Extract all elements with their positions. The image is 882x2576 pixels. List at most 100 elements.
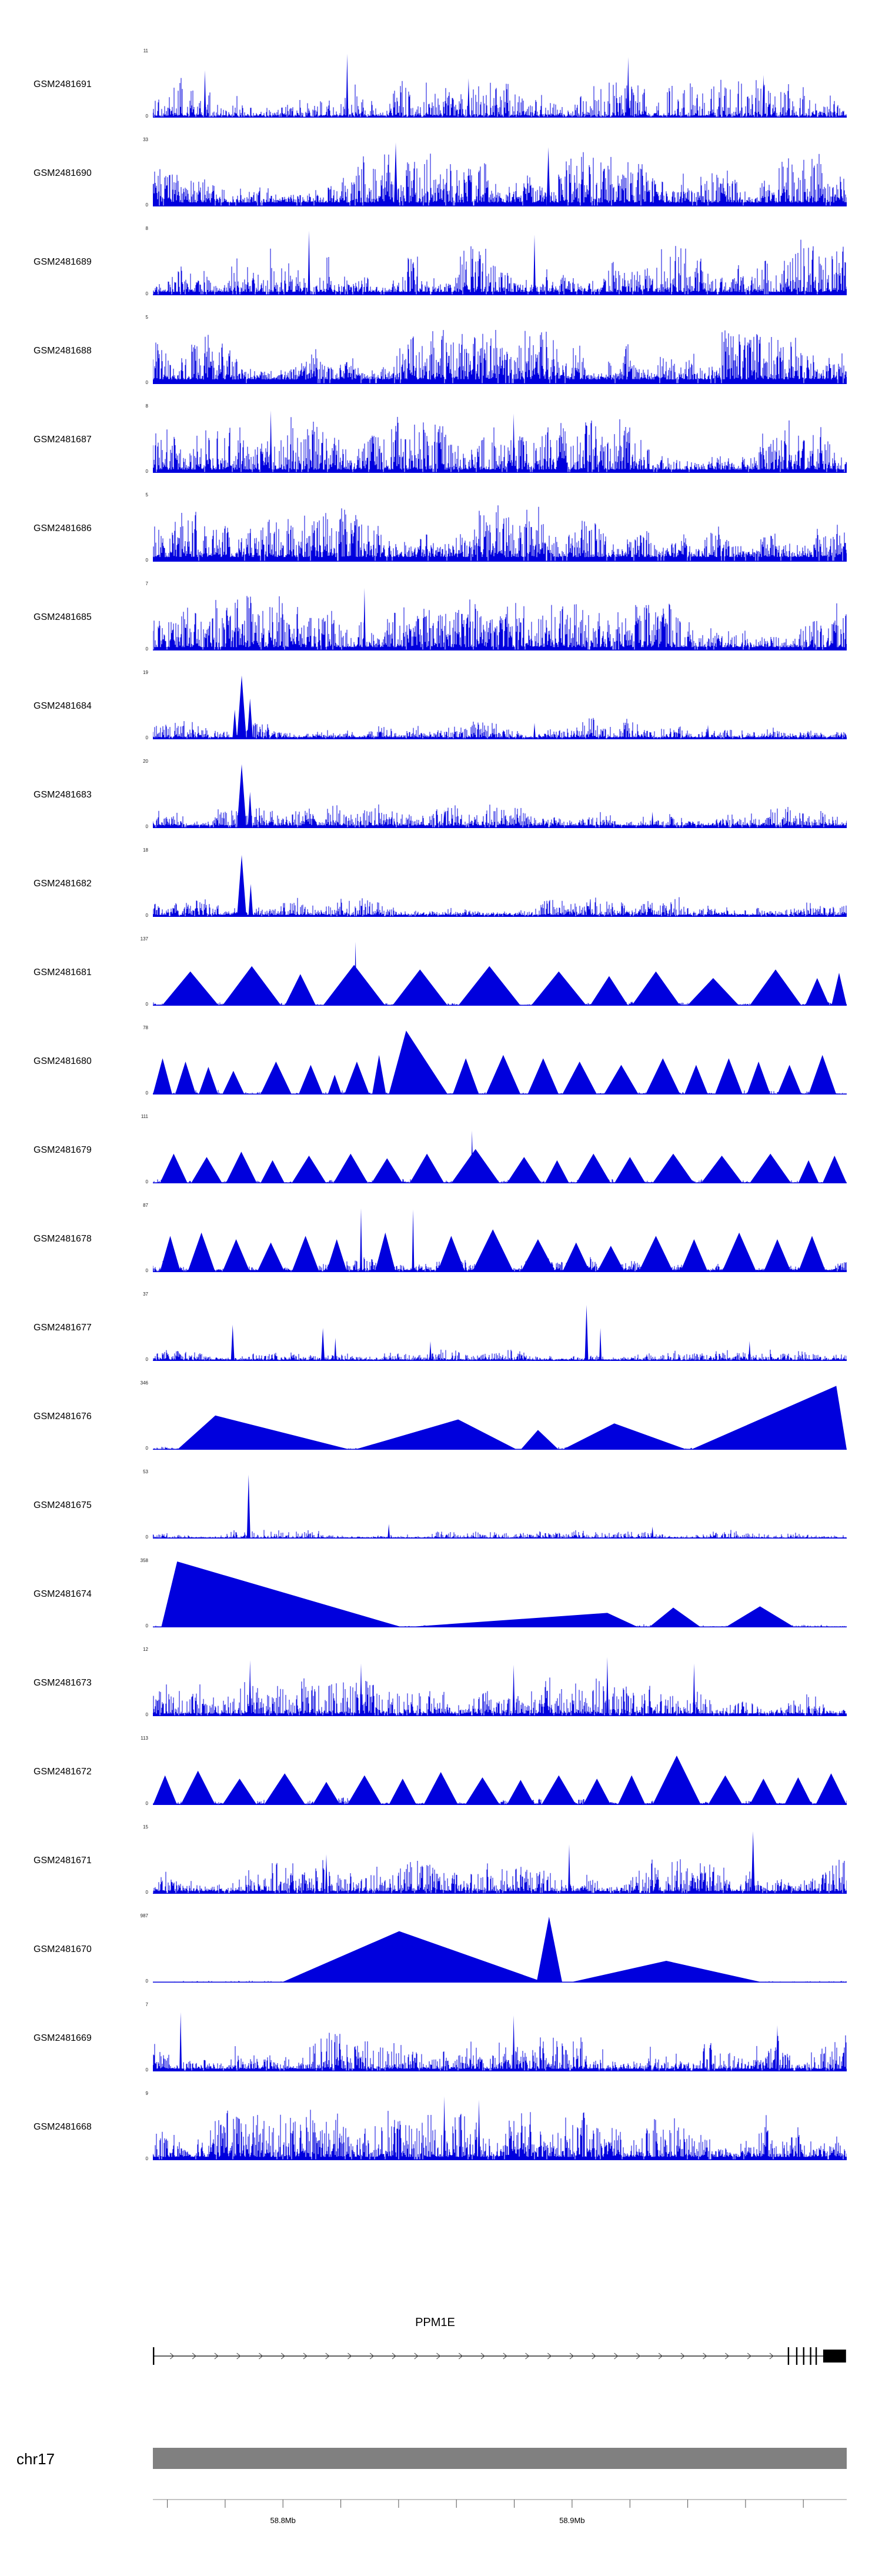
track-row: GSM2481683 20 0 bbox=[0, 743, 882, 832]
chromosome-ideogram bbox=[153, 2448, 847, 2469]
track-ymax-label: 5 bbox=[145, 315, 148, 320]
exon-tick bbox=[153, 2347, 155, 2365]
track-signal-plot bbox=[153, 2012, 847, 2071]
track-ymax-label: 33 bbox=[143, 137, 148, 142]
exon-tick bbox=[787, 2347, 790, 2365]
strand-arrow-icon bbox=[614, 2353, 619, 2360]
track-signal-plot bbox=[153, 1831, 847, 1894]
track-signal-plot bbox=[153, 855, 847, 917]
track-signal-plot bbox=[153, 142, 847, 206]
track-row: GSM2481681 137 0 bbox=[0, 920, 882, 1009]
track-ymax-label: 8 bbox=[145, 226, 148, 231]
track-label: GSM2481670 bbox=[34, 1944, 92, 1954]
strand-arrow-icon bbox=[280, 2353, 286, 2360]
gene-name-label: PPM1E bbox=[415, 2316, 455, 2329]
track-ymax-label: 18 bbox=[143, 847, 148, 853]
ruler-coordinate-label: 58.9Mb bbox=[559, 2516, 584, 2525]
track-row: GSM2481682 18 0 bbox=[0, 832, 882, 920]
strand-arrow-icon bbox=[503, 2353, 507, 2360]
track-ymin-label: 0 bbox=[145, 1712, 148, 1717]
track-label: GSM2481669 bbox=[34, 2033, 92, 2043]
track-ymin-label: 0 bbox=[145, 1890, 148, 1895]
track-label: GSM2481683 bbox=[34, 790, 92, 800]
track-ymin-label: 0 bbox=[145, 1002, 148, 1007]
strand-arrow-icon bbox=[436, 2353, 441, 2360]
track-signal-plot bbox=[153, 1386, 847, 1450]
track-ymax-label: 113 bbox=[141, 1736, 148, 1741]
track-signal-plot bbox=[153, 1130, 847, 1183]
chromosome-label: chr17 bbox=[16, 2450, 55, 2468]
track-label: GSM2481681 bbox=[34, 967, 92, 977]
track-ymax-label: 9 bbox=[145, 2091, 148, 2096]
track-ymax-label: 5 bbox=[145, 492, 148, 498]
track-row: GSM2481674 358 0 bbox=[0, 1542, 882, 1631]
track-signal-plot bbox=[153, 231, 847, 295]
track-label: GSM2481682 bbox=[34, 879, 92, 889]
track-signal-plot bbox=[153, 1657, 847, 1716]
track-row: GSM2481678 87 0 bbox=[0, 1187, 882, 1276]
track-row: GSM2481673 12 0 bbox=[0, 1631, 882, 1720]
track-ymin-label: 0 bbox=[145, 114, 148, 119]
track-ymin-label: 0 bbox=[145, 2067, 148, 2073]
strand-arrow-icon bbox=[458, 2353, 463, 2360]
track-ymax-label: 19 bbox=[143, 670, 148, 675]
track-signal-plot bbox=[153, 505, 847, 562]
track-ymax-label: 137 bbox=[140, 936, 148, 942]
track-ymin-label: 0 bbox=[145, 469, 148, 474]
track-ymin-label: 0 bbox=[145, 291, 148, 296]
track-signal-plot bbox=[153, 1030, 847, 1095]
track-signal-plot bbox=[153, 1561, 847, 1627]
track-signal-plot bbox=[153, 764, 847, 828]
track-ymin-label: 0 bbox=[145, 202, 148, 208]
strand-arrow-icon bbox=[325, 2353, 330, 2360]
track-ymax-label: 20 bbox=[143, 759, 148, 764]
strand-arrow-icon bbox=[259, 2353, 263, 2360]
strand-arrow-icon bbox=[192, 2353, 197, 2360]
track-row: GSM2481687 8 0 bbox=[0, 388, 882, 476]
gene-model bbox=[153, 2347, 846, 2365]
track-label: GSM2481671 bbox=[34, 1856, 92, 1866]
track-ymin-label: 0 bbox=[145, 1801, 148, 1806]
track-signal-plot bbox=[153, 942, 847, 1006]
track-label: GSM2481688 bbox=[34, 346, 92, 356]
track-ymin-label: 0 bbox=[145, 558, 148, 563]
track-label: GSM2481691 bbox=[34, 79, 92, 89]
strand-arrow-icon bbox=[369, 2353, 375, 2360]
strand-arrow-icon bbox=[392, 2353, 396, 2360]
track-ymax-label: 11 bbox=[143, 48, 148, 54]
track-row: GSM2481690 33 0 bbox=[0, 121, 882, 210]
track-row: GSM2481684 19 0 bbox=[0, 654, 882, 743]
strand-arrow-icon bbox=[725, 2353, 730, 2360]
track-ymax-label: 15 bbox=[143, 1824, 148, 1830]
strand-arrow-icon bbox=[303, 2353, 308, 2360]
track-signal-plot bbox=[153, 675, 847, 739]
track-signal-plot bbox=[153, 588, 847, 650]
strand-arrow-icon bbox=[525, 2353, 530, 2360]
track-label: GSM2481686 bbox=[34, 523, 92, 533]
track-signal-plot bbox=[153, 1474, 847, 1539]
exon-tick bbox=[815, 2347, 817, 2365]
track-ymin-label: 0 bbox=[145, 1978, 148, 1984]
track-ymin-label: 0 bbox=[145, 735, 148, 740]
final-exon-box bbox=[823, 2350, 846, 2363]
track-ymax-label: 78 bbox=[143, 1025, 148, 1030]
strand-arrow-icon bbox=[414, 2353, 419, 2360]
track-label: GSM2481685 bbox=[34, 612, 92, 622]
strand-arrow-icon bbox=[747, 2353, 752, 2360]
track-signal-plot bbox=[153, 54, 847, 118]
track-label: GSM2481680 bbox=[34, 1056, 92, 1066]
track-ymax-label: 358 bbox=[140, 1558, 148, 1563]
track-row: GSM2481688 5 0 bbox=[0, 299, 882, 388]
track-label: GSM2481684 bbox=[34, 701, 92, 711]
track-signal-plot bbox=[153, 1756, 847, 1805]
track-row: GSM2481671 15 0 bbox=[0, 1808, 882, 1897]
ruler-coordinate-label: 58.8Mb bbox=[270, 2516, 296, 2525]
coordinate-ruler: 58.8Mb 58.9Mb bbox=[153, 2499, 847, 2525]
track-ymax-label: 8 bbox=[145, 403, 148, 409]
track-label: GSM2481678 bbox=[34, 1234, 92, 1244]
track-row: GSM2481677 37 0 bbox=[0, 1276, 882, 1364]
track-label: GSM2481689 bbox=[34, 257, 92, 267]
track-ymin-label: 0 bbox=[145, 1623, 148, 1629]
track-ymax-label: 53 bbox=[143, 1469, 148, 1474]
track-row: GSM2481691 11 0 bbox=[0, 32, 882, 121]
